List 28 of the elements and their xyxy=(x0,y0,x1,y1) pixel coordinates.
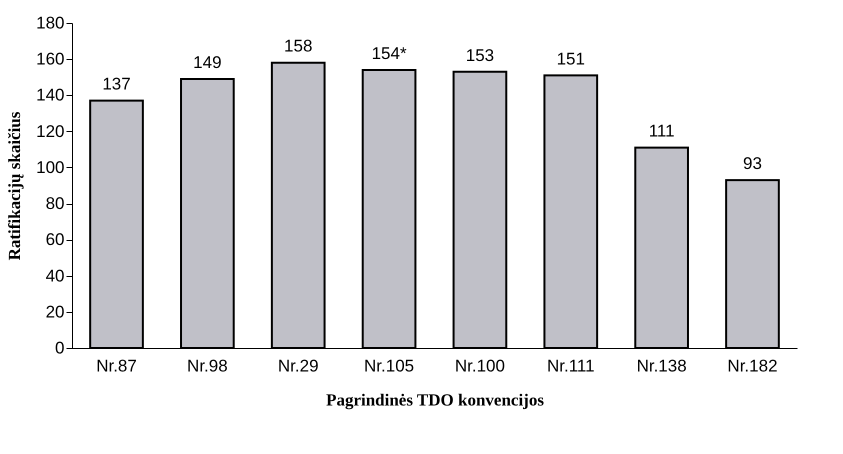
y-tick-label: 140 xyxy=(36,86,64,105)
y-tick-label: 180 xyxy=(36,14,64,32)
x-tick-label: Nr.100 xyxy=(454,356,505,376)
data-label: 154* xyxy=(372,44,407,63)
y-tick-label: 100 xyxy=(36,158,64,177)
x-tick-label: Nr.87 xyxy=(96,356,137,376)
data-label: 137 xyxy=(102,74,131,94)
data-label: 153 xyxy=(466,46,494,65)
y-tick-label: 80 xyxy=(46,194,64,214)
x-tick-label: Nr.182 xyxy=(727,356,778,376)
y-axis-title: Ratifikacijų skaičius xyxy=(5,111,24,260)
y-tick-label: 40 xyxy=(46,266,64,286)
y-tick-label: 120 xyxy=(36,122,64,141)
x-tick-label: Nr.98 xyxy=(187,356,228,376)
y-tick-label: 160 xyxy=(36,50,64,69)
data-label: 93 xyxy=(743,154,762,174)
y-tick-label: 60 xyxy=(46,230,64,250)
x-axis-title: Pagrindinės TDO konvencijos xyxy=(326,390,544,410)
y-tick-label: 0 xyxy=(55,338,64,358)
data-label: 111 xyxy=(648,122,675,141)
data-label: 151 xyxy=(556,49,585,68)
data-label: 158 xyxy=(284,36,312,56)
x-tick-label: Nr.138 xyxy=(636,356,687,376)
x-tick-label: Nr.111 xyxy=(546,356,595,376)
x-tick-label: Nr.105 xyxy=(364,356,414,376)
x-tick-label: Nr.29 xyxy=(278,356,319,376)
y-tick-label: 20 xyxy=(46,302,64,322)
data-label: 149 xyxy=(193,52,222,72)
